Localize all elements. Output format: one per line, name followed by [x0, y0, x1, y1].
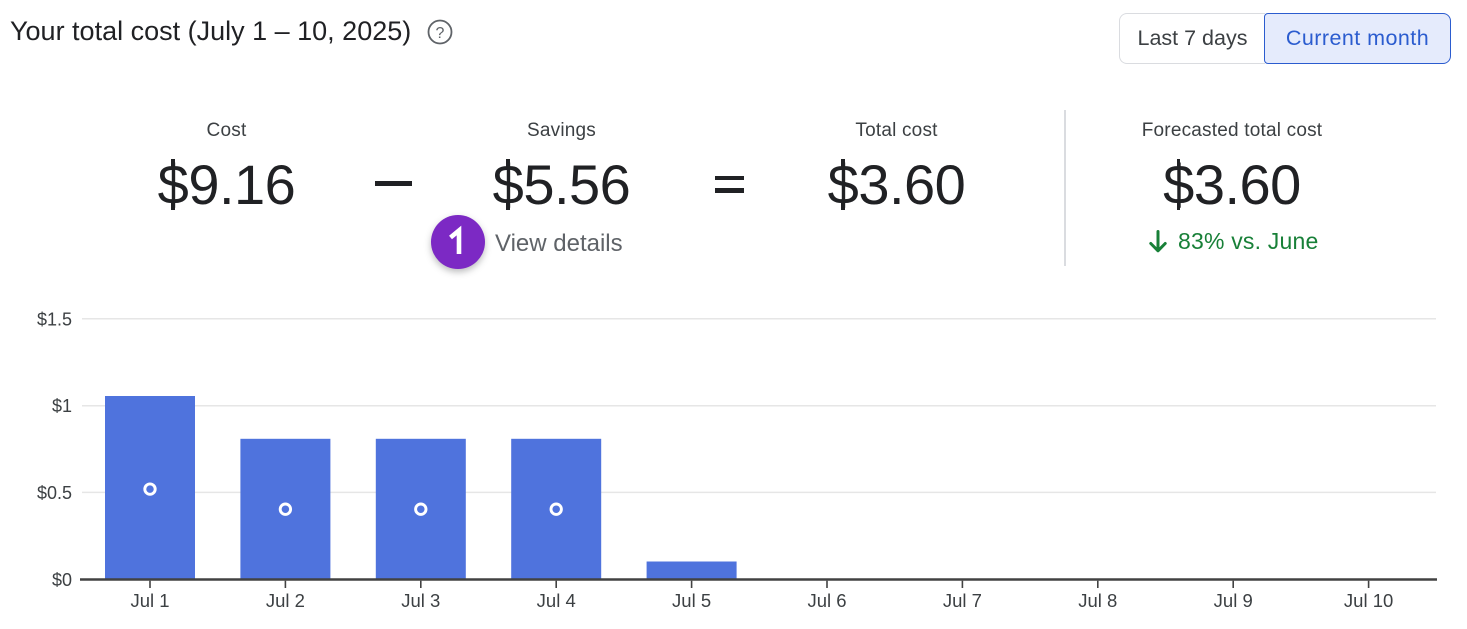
svg-text:Jul 9: Jul 9: [1214, 590, 1253, 611]
svg-text:Jul 10: Jul 10: [1344, 590, 1393, 611]
svg-text:Jul 8: Jul 8: [1078, 590, 1117, 611]
svg-text:Jul 7: Jul 7: [943, 590, 982, 611]
svg-text:$1.5: $1.5: [37, 309, 72, 329]
svg-text:$0: $0: [52, 570, 72, 590]
svg-text:?: ?: [436, 25, 445, 42]
svg-text:Jul 4: Jul 4: [537, 590, 576, 611]
svg-text:$1: $1: [52, 396, 72, 416]
svg-text:Jul 5: Jul 5: [672, 590, 711, 611]
svg-text:Jul 1: Jul 1: [130, 590, 169, 611]
svg-text:$0.5: $0.5: [37, 483, 72, 503]
svg-text:Jul 6: Jul 6: [807, 590, 846, 611]
svg-text:Jul 2: Jul 2: [266, 590, 305, 611]
svg-text:Jul 3: Jul 3: [401, 590, 440, 611]
